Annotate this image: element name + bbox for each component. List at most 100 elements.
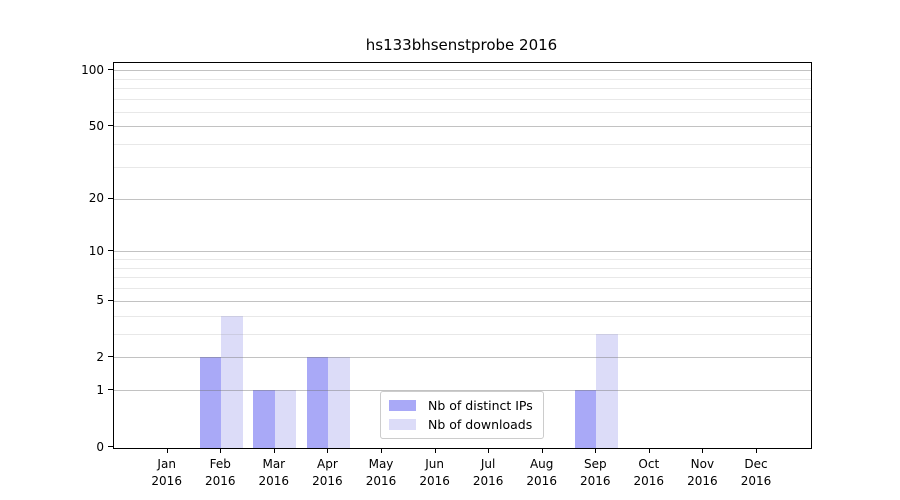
- y-major-gridline: [114, 70, 811, 72]
- x-tick-mark: [541, 448, 543, 453]
- y-tick-mark: [108, 250, 113, 252]
- x-tick-mark: [648, 448, 650, 453]
- x-tick-mark: [702, 448, 704, 453]
- legend-label-distinct-ips: Nb of distinct IPs: [428, 398, 533, 413]
- y-major-gridline: [114, 198, 811, 200]
- x-tick-label-feb: Feb 2016: [205, 456, 236, 491]
- plot-area: Nb of distinct IPs Nb of downloads: [113, 62, 812, 449]
- chart-title: hs133bhsenstprobe 2016: [365, 36, 558, 54]
- y-tick-mark: [108, 446, 113, 447]
- x-tick-month: Mar: [262, 457, 286, 471]
- x-tick-year: 2016: [472, 474, 504, 489]
- y-tick-label: 20: [88, 191, 104, 206]
- y-tick-mark: [108, 356, 113, 358]
- x-tick-label-jan: Jan 2016: [151, 456, 182, 491]
- y-minor-gridline: [114, 288, 811, 290]
- x-tick-month: Dec: [744, 457, 768, 471]
- x-tick-year: 2016: [365, 474, 397, 489]
- y-tick-label: 1: [96, 382, 104, 397]
- x-tick-month: Aug: [529, 457, 554, 471]
- x-tick-mark: [595, 448, 597, 453]
- x-tick-label-nov: Nov 2016: [687, 456, 718, 491]
- x-tick-year: 2016: [205, 474, 236, 489]
- legend: Nb of distinct IPs Nb of downloads: [380, 391, 544, 439]
- x-tick-month: Oct: [638, 457, 660, 471]
- x-tick-mark: [381, 448, 382, 453]
- x-tick-label-may: May 2016: [366, 456, 397, 491]
- y-tick-label: 10: [88, 243, 104, 258]
- x-tick-month: Nov: [690, 457, 715, 471]
- legend-item-downloads: Nb of downloads: [389, 417, 533, 432]
- bar-downloads-apr: [328, 357, 350, 448]
- x-tick-year: 2016: [419, 474, 450, 489]
- bar-distinct-ips-sep: [574, 390, 597, 448]
- x-tick-mark: [327, 448, 329, 453]
- bar-distinct-ips-apr: [306, 357, 329, 448]
- y-minor-gridline: [114, 111, 811, 113]
- x-tick-month: Jan: [157, 457, 176, 471]
- y-minor-gridline: [114, 99, 811, 101]
- x-tick-label-jun: Jun 2016: [419, 456, 450, 491]
- y-tick-label: 50: [88, 118, 104, 133]
- y-minor-gridline: [114, 277, 811, 279]
- y-tick-mark: [108, 197, 113, 199]
- y-tick-label: 0: [96, 439, 104, 454]
- y-minor-gridline: [114, 166, 811, 168]
- y-minor-gridline: [114, 267, 811, 269]
- x-tick-label-apr: Apr 2016: [312, 456, 343, 491]
- y-tick-mark: [108, 69, 113, 71]
- y-major-gridline: [114, 357, 811, 359]
- y-tick-label: 5: [96, 293, 104, 308]
- y-tick-label: 2: [96, 349, 104, 364]
- x-tick-label-dec: Dec 2016: [741, 456, 772, 491]
- x-tick-month: Jun: [425, 457, 444, 471]
- y-major-gridline: [114, 251, 811, 253]
- x-tick-label-mar: Mar 2016: [259, 456, 290, 491]
- x-tick-year: 2016: [258, 474, 290, 489]
- legend-swatch-downloads: [389, 419, 416, 430]
- y-major-gridline: [114, 390, 811, 392]
- y-minor-gridline: [114, 144, 811, 145]
- x-tick-mark: [166, 448, 168, 453]
- x-tick-year: 2016: [151, 474, 182, 489]
- x-tick-month: Feb: [209, 457, 231, 471]
- y-minor-gridline: [114, 88, 811, 90]
- x-tick-mark: [488, 448, 490, 453]
- bar-downloads-feb: [221, 315, 243, 448]
- bar-distinct-ips-feb: [199, 357, 222, 448]
- x-tick-mark: [756, 448, 757, 453]
- legend-swatch-distinct-ips: [389, 400, 416, 411]
- y-minor-gridline: [114, 333, 811, 335]
- x-tick-year: 2016: [580, 474, 611, 489]
- x-tick-mark: [434, 448, 436, 453]
- x-tick-year: 2016: [633, 474, 665, 489]
- y-tick-mark: [108, 299, 113, 301]
- x-tick-label-sep: Sep 2016: [580, 456, 611, 491]
- legend-label-downloads: Nb of downloads: [428, 417, 533, 432]
- legend-item-distinct-ips: Nb of distinct IPs: [389, 398, 533, 413]
- x-tick-label-oct: Oct 2016: [634, 456, 665, 491]
- y-major-gridline: [114, 126, 811, 128]
- y-minor-gridline: [114, 315, 811, 317]
- y-major-gridline: [114, 300, 811, 302]
- bar-downloads-sep: [596, 333, 618, 448]
- x-tick-mark: [273, 448, 275, 453]
- x-tick-label-jul: Jul 2016: [473, 456, 504, 491]
- x-tick-month: Sep: [583, 457, 607, 471]
- y-tick-mark: [108, 125, 113, 127]
- bar-distinct-ips-mar: [253, 390, 275, 448]
- y-minor-gridline: [114, 259, 811, 261]
- x-tick-month: May: [368, 457, 394, 471]
- bar-downloads-mar: [274, 390, 297, 448]
- x-tick-year: 2016: [687, 474, 718, 489]
- y-minor-gridline: [114, 78, 811, 80]
- x-tick-mark: [220, 448, 222, 453]
- y-tick-mark: [108, 389, 113, 391]
- x-tick-year: 2016: [526, 474, 557, 489]
- x-tick-month: Apr: [317, 457, 338, 471]
- x-tick-month: Jul: [480, 457, 496, 471]
- x-tick-label-aug: Aug 2016: [526, 456, 557, 491]
- y-tick-label: 100: [81, 62, 104, 77]
- x-tick-year: 2016: [312, 474, 343, 489]
